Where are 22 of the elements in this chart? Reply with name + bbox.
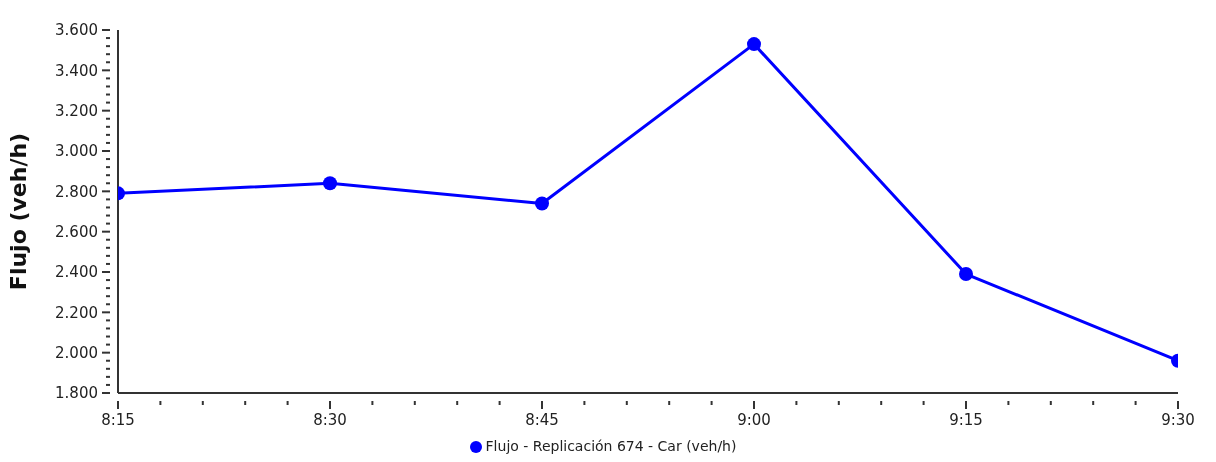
x-tick-label: 9:30 xyxy=(1161,411,1195,429)
y-tick-label: 3.000 xyxy=(55,142,98,161)
y-tick-label: 3.200 xyxy=(55,101,98,120)
y-tick-label: 1.800 xyxy=(55,384,98,403)
y-tick-label: 3.600 xyxy=(55,21,98,40)
point xyxy=(323,176,337,191)
x-tick-label: 8:30 xyxy=(313,411,347,429)
y-tick-label: 2.600 xyxy=(55,222,98,241)
x-tick-label: 9:00 xyxy=(737,411,771,429)
y-tick-label: 2.000 xyxy=(55,343,98,362)
y-tick-label: 3.400 xyxy=(55,61,98,80)
y-tick-label: 2.200 xyxy=(55,303,98,322)
point xyxy=(747,37,761,52)
y-tick-label: 2.800 xyxy=(55,182,98,201)
y-tick-label: 2.400 xyxy=(55,263,98,282)
x-tick-label: 8:15 xyxy=(101,411,135,429)
point xyxy=(959,267,973,282)
x-tick-label: 9:15 xyxy=(949,411,983,429)
y-axis-title: Flujo (veh/h) xyxy=(5,132,31,291)
legend-label: Flujo - Replicación 674 - Car (veh/h) xyxy=(485,438,737,454)
point xyxy=(535,196,549,211)
x-tick-label: 8:45 xyxy=(525,411,559,429)
